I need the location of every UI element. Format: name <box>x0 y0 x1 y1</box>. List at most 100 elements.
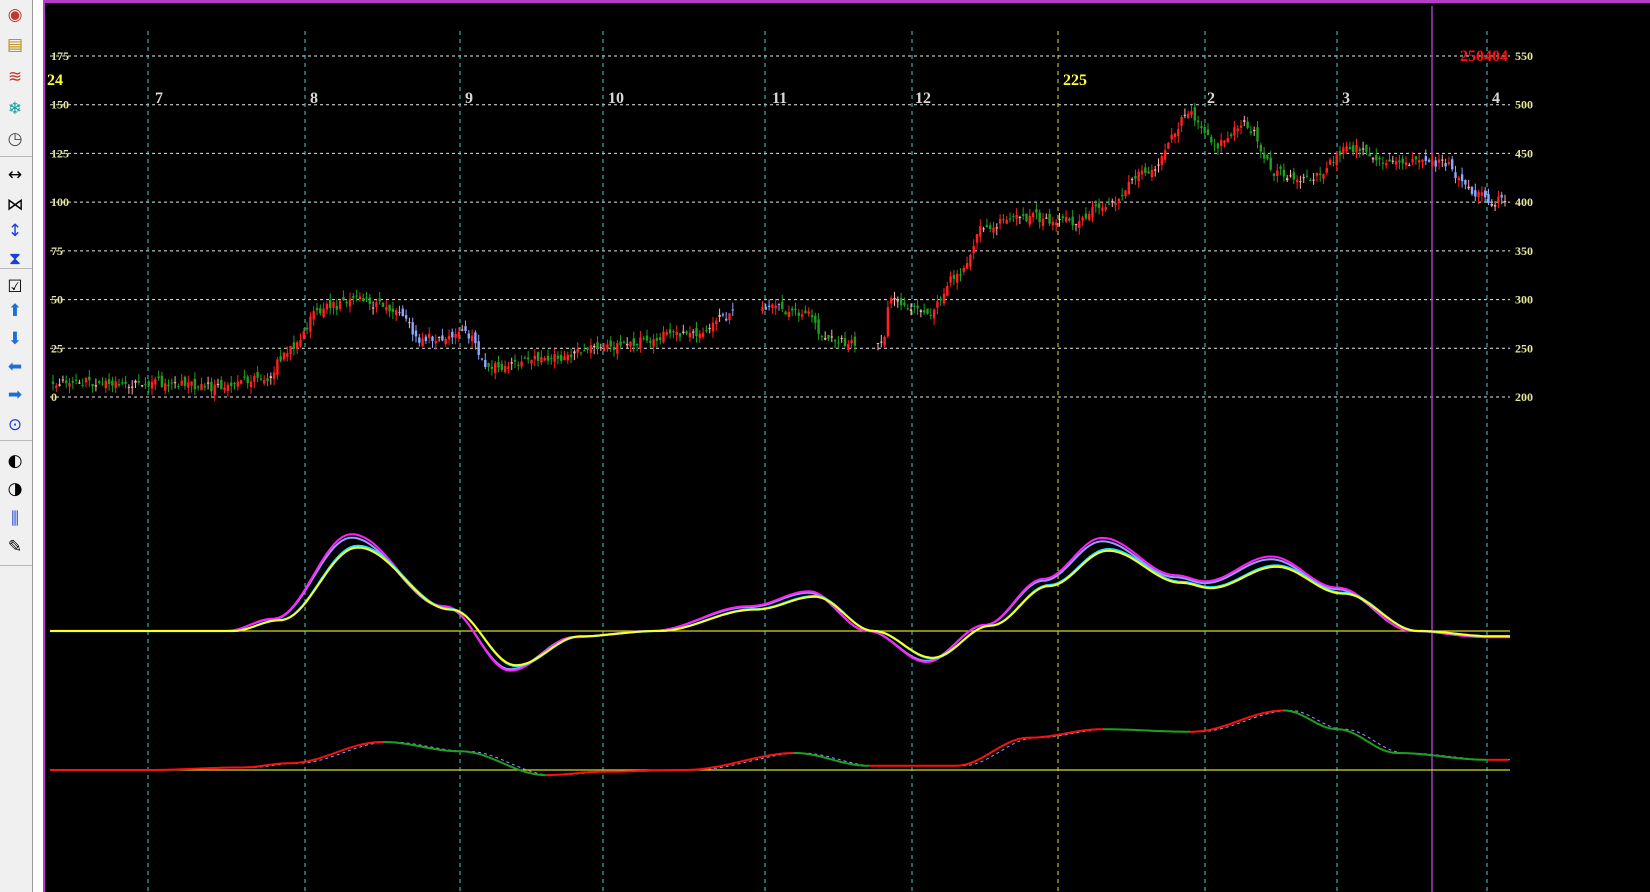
arrow-left-button[interactable]: ⬅ <box>2 354 28 380</box>
candle-body <box>787 312 791 317</box>
arrow-down-button[interactable]: ⬇ <box>2 326 28 352</box>
half-circle-alt-button[interactable]: ◑ <box>2 476 28 502</box>
compress-horizontal-button[interactable]: ⋈ <box>2 192 28 218</box>
clock-button[interactable]: ◷ <box>2 126 28 152</box>
message-button[interactable]: ▤ <box>2 32 28 58</box>
candle-body <box>1375 155 1378 161</box>
candle-body <box>1249 131 1253 134</box>
candle-body <box>886 307 890 337</box>
candle-body <box>1180 116 1183 126</box>
momentum-segment <box>1360 736 1365 741</box>
toolbar-separator <box>0 440 32 441</box>
momentum-segment <box>991 749 996 753</box>
momentum-segment <box>499 761 504 765</box>
target-button[interactable]: ◉ <box>2 2 28 28</box>
momentum-segment <box>331 751 336 755</box>
candle-body <box>893 297 896 300</box>
candle-body <box>1312 179 1315 181</box>
candle-body <box>718 314 721 317</box>
crosshair-button[interactable]: ⊙ <box>2 412 28 438</box>
candle-body <box>454 333 457 338</box>
momentum-segment <box>1060 732 1065 736</box>
momentum-segment <box>1063 732 1068 735</box>
candle-body <box>61 379 65 381</box>
candle-body <box>348 298 352 307</box>
candle-body <box>1493 205 1497 207</box>
candle-body <box>956 273 959 283</box>
expand-vertical-button[interactable]: ↕ <box>2 218 28 244</box>
snowflake-button[interactable]: ❄ <box>2 96 28 122</box>
candle-body <box>289 346 292 354</box>
candle-body <box>1378 158 1381 160</box>
candle-body <box>1444 163 1447 167</box>
momentum-segment <box>1384 749 1389 753</box>
candle-body <box>1394 161 1398 165</box>
candle-body <box>791 308 794 311</box>
candle-body <box>1421 159 1424 162</box>
momentum-segment <box>718 764 723 768</box>
candle-body <box>220 380 223 390</box>
toolbar-separator <box>0 565 32 566</box>
candle-body <box>909 309 913 311</box>
half-circle-icon: ◐ <box>7 450 23 471</box>
candle-body <box>474 332 477 344</box>
checkbox-button[interactable]: ☑ <box>2 274 28 300</box>
momentum-segment <box>811 753 816 757</box>
momentum-segment <box>1222 724 1227 728</box>
momentum-segment <box>994 747 999 751</box>
candle-body <box>1371 157 1375 160</box>
candle-body <box>761 306 764 312</box>
candlestick-button[interactable]: ⫼ <box>2 506 28 532</box>
candle-body <box>602 348 606 352</box>
chart-canvas[interactable]: 200 0 250 25 300 50 350 75 400 100 450 125 500 150 550… <box>45 3 1650 892</box>
toolbar-separator <box>0 268 32 269</box>
expand-horizontal-button[interactable]: ↔ <box>2 162 28 188</box>
candle-body <box>305 327 309 330</box>
candle-body <box>1114 202 1117 205</box>
candle-body <box>71 381 74 383</box>
candle-body <box>685 331 688 334</box>
candle-body <box>965 263 969 269</box>
momentum-segment <box>970 760 975 764</box>
candle-body <box>513 359 517 362</box>
candle-body <box>253 375 256 382</box>
candle-body <box>1233 127 1236 136</box>
candle-body <box>1302 177 1305 179</box>
pencil-button[interactable]: ✎ <box>2 534 28 560</box>
chart-lines-button[interactable]: ≋ <box>2 64 28 90</box>
candle-body <box>104 380 107 389</box>
momentum-segment <box>1288 709 1293 713</box>
momentum-segment <box>334 750 339 754</box>
candle-body <box>543 358 546 361</box>
candle-body <box>556 355 560 359</box>
candle-body <box>246 376 249 384</box>
half-circle-button[interactable]: ◐ <box>2 448 28 474</box>
momentum-segment <box>1234 720 1239 724</box>
candle-body <box>497 362 500 368</box>
momentum-segment <box>484 755 489 758</box>
compress-vertical-button[interactable]: ⧗ <box>2 246 28 272</box>
candle-body <box>1157 164 1160 166</box>
candle-body <box>632 338 635 346</box>
candle-body <box>1220 140 1223 146</box>
candle-body <box>1424 156 1427 161</box>
momentum-segment <box>754 756 759 760</box>
candle-body <box>1427 160 1431 162</box>
left-axis-tick-label: 75 <box>51 244 63 258</box>
candle-body <box>74 379 78 381</box>
momentum-segment <box>472 751 477 755</box>
momentum-segment <box>808 753 813 756</box>
candle-body <box>210 381 213 392</box>
candle-body <box>533 355 536 360</box>
candle-body <box>263 380 266 384</box>
candle-body <box>431 336 434 342</box>
candle-body <box>1365 144 1368 152</box>
arrow-right-button[interactable]: ➡ <box>2 382 28 408</box>
candle-body <box>68 383 71 387</box>
arrow-up-button[interactable]: ⬆ <box>2 298 28 324</box>
momentum-segment <box>1057 733 1062 736</box>
candle-body <box>645 335 649 341</box>
momentum-segment <box>430 747 435 750</box>
candle-body <box>134 380 137 383</box>
candle-body <box>345 301 348 304</box>
